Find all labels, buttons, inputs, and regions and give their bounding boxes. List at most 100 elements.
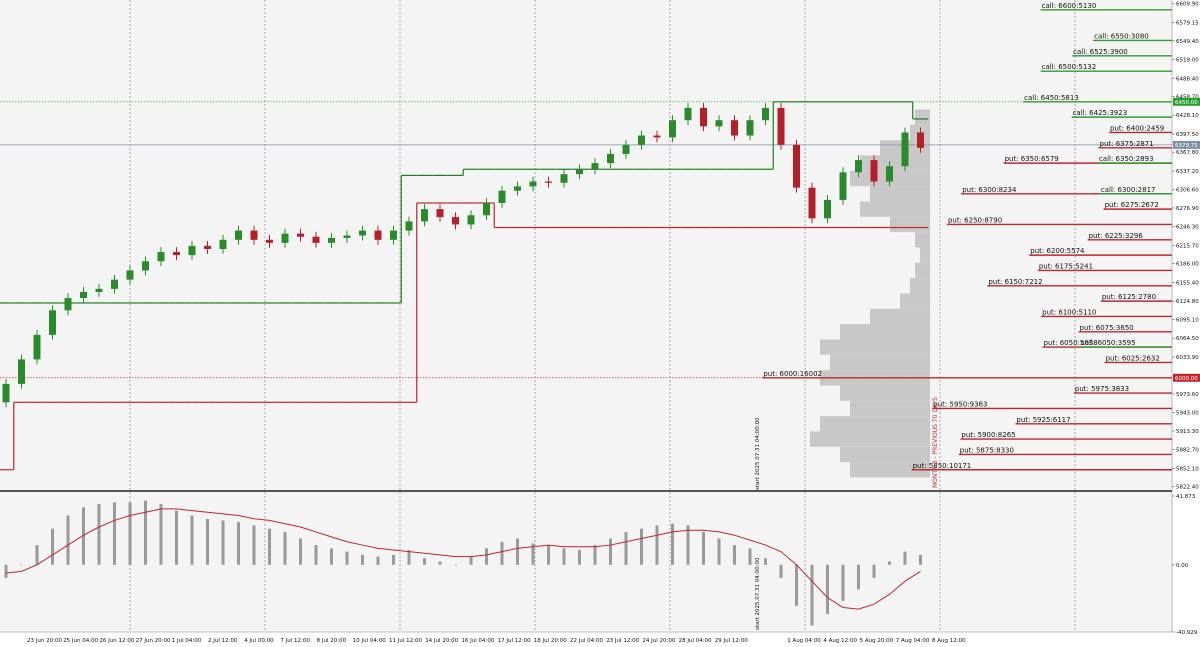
x-tick-label: 23 Jul 12:00: [606, 638, 639, 644]
plot-background: [0, 0, 1172, 632]
y-tick-label: 0.00: [1176, 563, 1189, 569]
candle-body: [374, 230, 382, 240]
histogram-bar: [857, 564, 860, 590]
histogram-bar: [20, 564, 23, 566]
put-label: put: 5900:8265: [961, 431, 1015, 439]
y-tick-label: 6095.10: [1176, 317, 1199, 323]
x-tick-label: 17 Jul 12:00: [498, 638, 531, 644]
histogram-bar: [330, 548, 333, 565]
x-tick-label: 26 Jun 12:00: [99, 638, 134, 644]
volume-profile-bar: [820, 416, 930, 432]
histogram-bar: [159, 504, 163, 565]
put-label: put: 6050:5058: [1044, 339, 1098, 347]
candle-body: [312, 236, 320, 243]
histogram-bar: [376, 556, 380, 565]
histogram-bar: [361, 554, 364, 565]
x-tick-label: 24 Jul 20:00: [642, 638, 675, 644]
put-label: put: 6225:3296: [1089, 232, 1144, 240]
candle-body: [235, 230, 242, 240]
volume-profile-bar: [870, 186, 930, 202]
volume-profile-bar: [830, 354, 930, 371]
put-label: put: 6025:2632: [1106, 354, 1160, 362]
candle-body: [839, 172, 847, 200]
candle-body: [173, 252, 180, 256]
call-label: call: 6425:3923: [1073, 109, 1128, 117]
start-marker: start 2025.07.31 04:00:00: [755, 557, 761, 630]
volume-profile-bar: [915, 262, 930, 279]
histogram-bar: [531, 543, 535, 565]
y-tick-label: 6124.80: [1176, 299, 1199, 305]
y-tick-label: 6064.50: [1176, 336, 1199, 342]
histogram-bar: [733, 545, 736, 565]
put-label: put: 6200:5574: [1030, 247, 1085, 255]
volume-profile-bar: [910, 278, 930, 294]
put-label: put: 6150:7212: [988, 278, 1042, 286]
histogram-bar: [283, 531, 287, 565]
histogram-bar: [686, 525, 690, 565]
y-tick-label: 5913.30: [1176, 429, 1199, 435]
call-label: call: 6600:5130: [1042, 2, 1097, 10]
candle-body: [328, 237, 335, 243]
put-label: put: 6300:8234: [962, 186, 1017, 194]
call-label: call: 6550:3080: [1094, 32, 1149, 40]
volume-profile-bar: [850, 462, 930, 478]
volume-profile-bar: [810, 431, 930, 447]
candle-body: [266, 239, 273, 243]
histogram-bar: [717, 538, 721, 565]
histogram-bar: [66, 515, 70, 565]
x-tick-label: 28 Jul 04:00: [679, 638, 712, 644]
histogram-bar: [423, 558, 426, 565]
candle-body: [80, 291, 87, 299]
profile-caption: MONTA-3 - PREVIOUS 70 DAYS: [932, 397, 939, 488]
time-axis-background: [0, 632, 1172, 647]
x-tick-label: 18 Jul 20:00: [534, 638, 567, 644]
histogram-bar: [826, 564, 829, 615]
histogram-bar: [547, 545, 550, 565]
candle-body: [762, 107, 769, 121]
y-tick-label: 6033.90: [1176, 355, 1199, 361]
candle-body: [436, 209, 444, 218]
histogram-bar: [671, 523, 674, 565]
call-label: call: 6500:5132: [1042, 63, 1097, 71]
candle-body: [638, 135, 645, 145]
x-tick-label: 4 Aug 12:00: [823, 638, 857, 644]
candle-body: [204, 245, 211, 249]
histogram-bar: [237, 522, 240, 565]
x-tick-label: 2 Jul 12:00: [208, 638, 238, 644]
volume-profile-bar: [920, 247, 930, 263]
volume-profile-bar: [915, 109, 930, 125]
candle-body: [142, 261, 149, 271]
histogram-bar: [748, 548, 752, 565]
candle-body: [777, 107, 785, 145]
x-tick-label: 11 Jul 12:00: [389, 638, 422, 644]
candle-body: [684, 107, 692, 121]
y-tick-label: 6337.20: [1176, 169, 1199, 175]
y-tick-label: 5852.10: [1176, 466, 1199, 472]
candle-body: [514, 186, 521, 191]
candle-body: [576, 169, 583, 175]
candle-body: [281, 233, 289, 243]
y-tick-label: 6488.40: [1176, 76, 1199, 82]
volume-profile-bar: [915, 232, 930, 248]
histogram-bar: [888, 561, 891, 565]
put-label: put: 6000:16002: [763, 370, 822, 378]
candle-body: [653, 135, 661, 138]
volume-profile-bar: [840, 385, 930, 401]
put-label: put: 6375:2871: [1100, 140, 1154, 148]
y-tick-label: -40.929: [1176, 630, 1198, 636]
volume-profile-bar: [860, 201, 930, 217]
candle-body: [700, 107, 707, 127]
y-tick-label: 5973.60: [1176, 392, 1199, 398]
histogram-bar: [516, 538, 519, 565]
y-tick-label: 5943.00: [1176, 411, 1199, 417]
histogram-bar: [810, 564, 814, 626]
histogram-bar: [578, 549, 581, 565]
y-tick-label: 6306.60: [1176, 188, 1199, 194]
histogram-bar: [438, 561, 442, 565]
y-tick-label: 6186.00: [1176, 262, 1199, 268]
candle-body: [390, 230, 397, 240]
price-axis-background: [1172, 0, 1200, 647]
histogram-bar: [51, 528, 54, 565]
candle-body: [715, 120, 723, 127]
histogram-bar: [469, 556, 473, 565]
